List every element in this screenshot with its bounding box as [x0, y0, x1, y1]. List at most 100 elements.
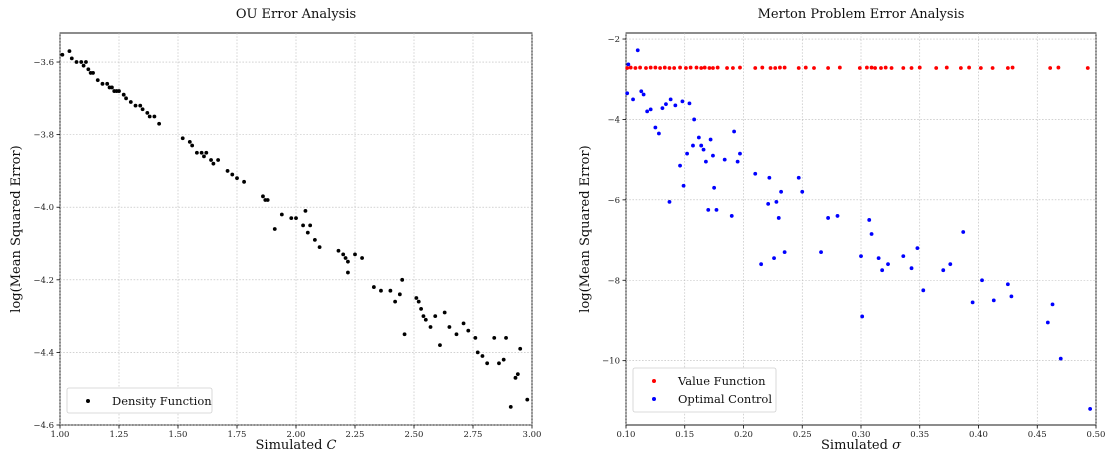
data-point-density-function [492, 335, 497, 340]
data-point-density-function [341, 252, 346, 257]
data-point-density-function [84, 60, 88, 64]
data-point-value-function [653, 65, 658, 70]
data-point-optimal-control [645, 109, 650, 114]
data-point-density-function [447, 325, 452, 329]
data-point-value-function [796, 66, 801, 70]
data-point-value-function [812, 66, 816, 70]
data-point-optimal-control [800, 189, 805, 194]
y-tick-label: −4.6 [33, 421, 54, 431]
data-point-optimal-control [886, 262, 890, 267]
data-point-density-function [303, 208, 308, 213]
data-point-value-function [667, 66, 672, 70]
data-point-optimal-control [921, 288, 926, 293]
data-point-density-function [121, 92, 126, 97]
data-point-value-function [638, 65, 642, 70]
data-point-optimal-control [657, 131, 661, 136]
data-point-density-function [400, 277, 405, 282]
data-point-optimal-control [704, 159, 708, 164]
data-point-density-function [74, 60, 79, 64]
data-point-value-function [738, 65, 742, 70]
data-point-optimal-control [915, 246, 920, 250]
data-point-density-function [388, 288, 393, 293]
data-point-value-function [625, 66, 630, 70]
data-point-density-function [105, 81, 110, 86]
axis-ticks: 1.00 1.25 1.50 1.75 2.00 2.25 2.50 2.75 3.00 −4.6… [33, 58, 541, 440]
x-axis-label: Simulated σ [821, 438, 902, 453]
data-point-density-function [95, 78, 100, 83]
data-point-value-function [864, 65, 869, 70]
data-point-density-function [117, 89, 121, 93]
data-point-density-function [301, 223, 305, 228]
data-point-density-function [180, 136, 185, 141]
x-tick-label: 0.10 [617, 430, 636, 440]
data-point-density-function [230, 172, 235, 177]
data-point-density-function [91, 71, 95, 75]
data-point-optimal-control [782, 250, 787, 255]
data-point-value-function [934, 66, 939, 70]
data-point-density-function [133, 103, 138, 108]
data-point-optimal-control [729, 214, 734, 218]
data-point-optimal-control [692, 117, 697, 122]
data-point-density-function [428, 325, 433, 329]
data-point-value-function [1085, 66, 1090, 70]
y-tick-label: −4 [607, 115, 620, 125]
data-point-value-function [768, 66, 773, 70]
data-point-density-function [485, 361, 490, 366]
data-point-value-function [803, 65, 808, 70]
data-point-density-function [279, 212, 284, 217]
data-point-density-function [379, 288, 383, 293]
data-point-optimal-control [635, 48, 640, 53]
data-point-value-function [702, 65, 707, 70]
data-point-optimal-control [699, 143, 704, 148]
data-point-value-function [684, 66, 688, 70]
data-point-density-function [211, 161, 216, 166]
data-point-value-function [869, 65, 874, 70]
data-point-value-function [688, 65, 693, 70]
data-point-optimal-control [681, 183, 686, 188]
chart-title: OU Error Analysis [236, 7, 356, 22]
data-point-value-function [944, 65, 949, 70]
x-tick-label: 0.35 [910, 430, 929, 440]
x-tick-label: 0.30 [852, 430, 871, 440]
data-point-value-function [873, 66, 877, 70]
data-point-density-function [202, 154, 206, 159]
data-point-value-function [725, 66, 729, 70]
data-point-optimal-control [678, 163, 682, 168]
y-tick-label: −4.2 [33, 276, 54, 286]
data-point-density-function [216, 158, 221, 162]
data-point-density-function [438, 343, 442, 348]
data-point-optimal-control [961, 230, 966, 234]
grid [59, 33, 533, 426]
data-point-optimal-control [673, 103, 678, 108]
data-point-density-function [140, 107, 145, 112]
data-point-optimal-control [819, 250, 823, 255]
x-tick-label: 1.00 [51, 430, 70, 440]
data-point-optimal-control [687, 101, 692, 106]
data-point-value-function [837, 65, 842, 70]
data-point-density-function [360, 256, 364, 260]
data-point-value-function [1056, 65, 1061, 70]
data-point-optimal-control [641, 92, 646, 97]
data-point-optimal-control [880, 268, 885, 273]
data-point-value-function [901, 66, 906, 70]
data-point-value-function [857, 66, 862, 70]
data-point-optimal-control [860, 314, 865, 319]
data-point-value-function [1005, 66, 1010, 70]
data-point-optimal-control [826, 216, 830, 220]
data-point-density-function [261, 194, 265, 199]
data-point-optimal-control [664, 102, 668, 107]
x-tick-label: 0.50 [1087, 430, 1106, 440]
data-point-value-function [662, 65, 667, 70]
data-point-density-function [242, 179, 246, 184]
x-axis-label: Simulated C [256, 438, 337, 453]
data-point-optimal-control [948, 262, 953, 267]
data-point-density-function [152, 114, 157, 119]
data-point-value-function [917, 65, 922, 70]
data-point-value-function [782, 65, 787, 70]
data-point-optimal-control [712, 185, 717, 190]
data-point-density-function [336, 248, 341, 253]
data-point-density-function [397, 292, 402, 297]
x-tick-label: 2.75 [464, 430, 483, 440]
x-tick-label: 2.50 [405, 430, 424, 440]
